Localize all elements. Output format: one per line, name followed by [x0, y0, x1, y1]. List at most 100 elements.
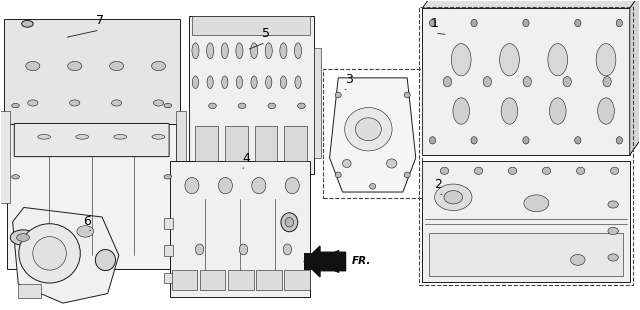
Text: 3: 3 [345, 73, 353, 86]
Ellipse shape [207, 43, 214, 59]
Ellipse shape [577, 167, 585, 175]
Ellipse shape [523, 137, 529, 144]
Ellipse shape [294, 43, 301, 59]
Text: 2: 2 [434, 178, 442, 191]
Text: 7: 7 [95, 14, 104, 27]
Ellipse shape [335, 92, 341, 98]
Ellipse shape [471, 137, 477, 144]
Ellipse shape [164, 104, 172, 108]
Text: 6: 6 [83, 215, 91, 228]
Ellipse shape [571, 255, 585, 265]
Ellipse shape [285, 218, 294, 227]
Ellipse shape [404, 172, 410, 178]
Ellipse shape [192, 43, 199, 59]
Ellipse shape [440, 167, 449, 175]
Bar [200, 270, 225, 290]
Text: FR.: FR. [352, 256, 371, 267]
Bar [164, 245, 173, 256]
FancyBboxPatch shape [14, 123, 169, 157]
Ellipse shape [598, 98, 614, 124]
Bar [170, 161, 310, 297]
Ellipse shape [221, 43, 228, 59]
Ellipse shape [154, 100, 164, 106]
Ellipse shape [236, 43, 243, 59]
Polygon shape [422, 0, 640, 8]
Text: 4: 4 [243, 152, 250, 165]
Ellipse shape [563, 77, 572, 87]
Ellipse shape [250, 43, 258, 59]
Ellipse shape [265, 43, 272, 59]
Ellipse shape [616, 20, 623, 27]
Ellipse shape [26, 61, 40, 71]
Ellipse shape [355, 118, 381, 141]
Ellipse shape [95, 250, 115, 271]
Ellipse shape [10, 230, 36, 245]
Ellipse shape [33, 237, 67, 270]
Ellipse shape [221, 76, 228, 89]
Ellipse shape [608, 254, 618, 261]
Bar [228, 270, 253, 290]
Bar [176, 111, 186, 216]
Ellipse shape [195, 244, 204, 255]
Bar [284, 126, 307, 161]
Ellipse shape [152, 135, 164, 139]
Bar [419, 7, 633, 285]
Bar [314, 48, 321, 158]
Bar [164, 272, 173, 283]
Ellipse shape [17, 234, 29, 241]
Ellipse shape [501, 98, 518, 124]
Ellipse shape [280, 76, 287, 89]
Ellipse shape [193, 76, 198, 89]
Polygon shape [304, 246, 346, 277]
Ellipse shape [68, 61, 82, 71]
Ellipse shape [474, 167, 483, 175]
Ellipse shape [238, 103, 246, 108]
Ellipse shape [268, 103, 276, 108]
Ellipse shape [603, 77, 611, 87]
Ellipse shape [22, 20, 33, 27]
Ellipse shape [435, 184, 472, 210]
Ellipse shape [387, 159, 397, 168]
Ellipse shape [298, 103, 305, 108]
Ellipse shape [295, 76, 301, 89]
Polygon shape [13, 207, 119, 303]
Ellipse shape [285, 177, 300, 194]
Bar [225, 126, 248, 161]
Bar [256, 270, 282, 290]
Bar [172, 270, 197, 290]
Polygon shape [630, 0, 640, 155]
Ellipse shape [451, 44, 471, 76]
Bar [164, 218, 173, 229]
Ellipse shape [608, 201, 618, 208]
Ellipse shape [508, 167, 516, 175]
Ellipse shape [152, 61, 166, 71]
Ellipse shape [575, 137, 581, 144]
Ellipse shape [444, 191, 463, 204]
Ellipse shape [109, 61, 124, 71]
Ellipse shape [548, 44, 568, 76]
Ellipse shape [114, 135, 127, 139]
Ellipse shape [543, 167, 551, 175]
Ellipse shape [549, 98, 566, 124]
Bar [189, 16, 314, 174]
Ellipse shape [207, 76, 213, 89]
Bar [422, 8, 630, 155]
Ellipse shape [616, 137, 623, 144]
Ellipse shape [596, 44, 616, 76]
Ellipse shape [404, 92, 410, 98]
Ellipse shape [342, 159, 351, 167]
Bar [4, 19, 180, 124]
Bar [195, 126, 218, 161]
Polygon shape [330, 78, 416, 192]
Ellipse shape [611, 167, 619, 175]
Ellipse shape [281, 213, 298, 232]
Ellipse shape [209, 103, 216, 108]
Bar [19, 284, 40, 298]
Ellipse shape [429, 137, 436, 144]
Ellipse shape [266, 76, 272, 89]
Ellipse shape [77, 226, 93, 237]
Ellipse shape [164, 175, 172, 179]
Bar [255, 126, 277, 161]
Bar [192, 16, 310, 35]
Bar [0, 111, 10, 203]
